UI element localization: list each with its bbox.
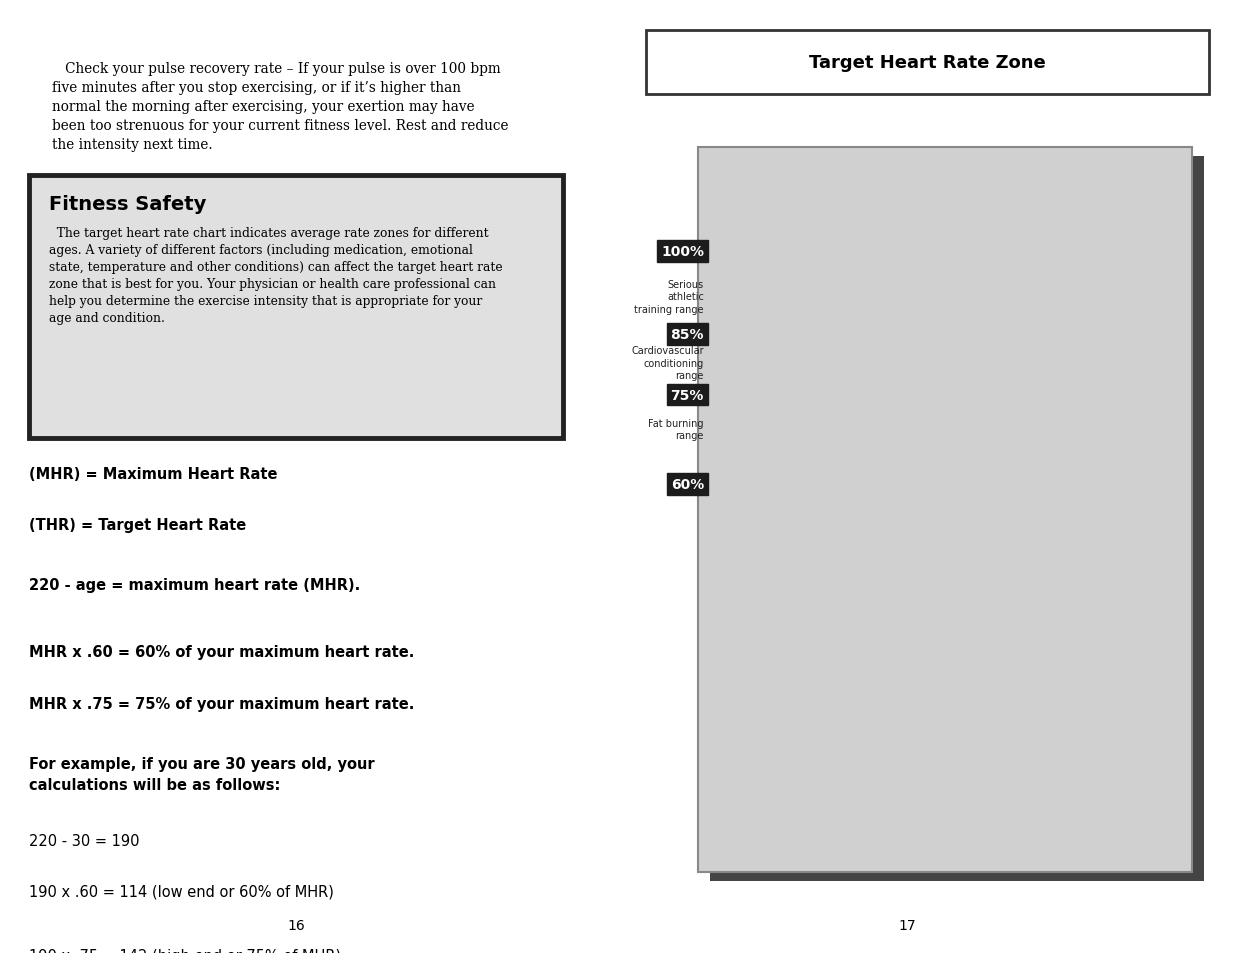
Text: 220 - 30 = 190: 220 - 30 = 190: [30, 833, 140, 848]
Text: 220 - age = maximum heart rate (MHR).: 220 - age = maximum heart rate (MHR).: [30, 578, 361, 593]
Text: Fat burning
range: Fat burning range: [648, 418, 704, 441]
Text: 93: 93: [1146, 517, 1161, 526]
Bar: [1092, 327, 1123, 810]
Text: MHR x .75 = 75% of your maximum heart rate.: MHR x .75 = 75% of your maximum heart ra…: [30, 697, 415, 712]
Text: 170: 170: [725, 284, 747, 294]
Text: Check your pulse recovery rate – If your pulse is over 100 bpm
five minutes afte: Check your pulse recovery rate – If your…: [52, 62, 509, 152]
Text: 162: 162: [818, 308, 840, 318]
Text: 136: 136: [1097, 387, 1118, 396]
Bar: [860, 252, 890, 810]
Text: 170: 170: [1004, 284, 1025, 294]
Text: 200: 200: [725, 193, 746, 203]
Text: 120: 120: [1097, 435, 1118, 445]
Text: 185: 185: [864, 239, 885, 249]
Bar: [952, 282, 984, 810]
Text: 195: 195: [772, 209, 793, 218]
Text: (MHR) = Maximum Heart Rate: (MHR) = Maximum Heart Rate: [30, 467, 278, 482]
Text: 102: 102: [1004, 489, 1025, 499]
Text: Cardiovascular
conditioning
range: Cardiovascular conditioning range: [631, 346, 704, 381]
Text: 128: 128: [1004, 411, 1025, 421]
Text: MHR x .60 = 60% of your maximum heart rate.: MHR x .60 = 60% of your maximum heart ra…: [30, 644, 415, 659]
Bar: [905, 267, 937, 810]
Text: 149: 149: [957, 348, 979, 357]
Text: 60%: 60%: [671, 477, 704, 491]
Text: 146: 146: [771, 356, 793, 366]
Text: 150: 150: [725, 344, 746, 355]
Text: 116: 116: [1144, 447, 1165, 456]
Bar: [1139, 342, 1170, 810]
Bar: [813, 236, 845, 810]
Text: 85%: 85%: [671, 328, 704, 342]
Text: 75%: 75%: [671, 388, 704, 402]
Text: 108: 108: [910, 471, 932, 481]
Text: 99: 99: [1053, 498, 1068, 508]
Bar: [720, 207, 751, 810]
Text: (THR) = Target Heart Rate: (THR) = Target Heart Rate: [30, 517, 247, 533]
Text: 17: 17: [899, 918, 916, 932]
Text: 120: 120: [725, 435, 746, 445]
Text: 16: 16: [288, 918, 305, 932]
Text: 153: 153: [910, 335, 932, 345]
Text: 190 x .60 = 114 (low end or 60% of MHR): 190 x .60 = 114 (low end or 60% of MHR): [30, 883, 335, 899]
Text: 124: 124: [1050, 423, 1072, 433]
Text: 165: 165: [1050, 299, 1072, 309]
Text: 180: 180: [910, 253, 932, 264]
Bar: [767, 221, 798, 810]
Text: Target Heart Rate Zone: Target Heart Rate Zone: [809, 54, 1046, 71]
Text: 139: 139: [864, 377, 885, 388]
FancyBboxPatch shape: [646, 30, 1209, 95]
Text: 111: 111: [864, 462, 885, 472]
Text: 100%: 100%: [661, 245, 704, 259]
Text: 131: 131: [957, 402, 979, 412]
Text: 117: 117: [771, 444, 793, 454]
Bar: [1045, 313, 1077, 810]
Text: 135: 135: [910, 390, 932, 399]
Text: 132: 132: [1144, 398, 1165, 409]
Text: 105: 105: [957, 480, 979, 490]
Text: Fitness Safety: Fitness Safety: [49, 194, 206, 213]
Text: The target heart rate chart indicates average rate zones for different
ages. A v: The target heart rate chart indicates av…: [49, 227, 503, 325]
Bar: [999, 297, 1030, 810]
Text: 96: 96: [1100, 507, 1115, 517]
Text: 190 x .75 = 142 (high end or 75% of MHR)
For a 30 year-old the (THR) Target Hear: 190 x .75 = 142 (high end or 75% of MHR)…: [30, 948, 362, 953]
Text: 166: 166: [772, 296, 793, 306]
Text: 160: 160: [1097, 314, 1118, 324]
Text: Serious
athletic
training range: Serious athletic training range: [635, 279, 704, 314]
Text: For example, if you are 30 years old, your
calculations will be as follows:: For example, if you are 30 years old, yo…: [30, 757, 375, 792]
Text: 190: 190: [818, 224, 840, 233]
FancyBboxPatch shape: [30, 176, 563, 438]
X-axis label: AGE: AGE: [923, 839, 967, 858]
Text: 114: 114: [818, 453, 840, 463]
Text: 145: 145: [1004, 359, 1025, 370]
Text: 155: 155: [1144, 330, 1165, 339]
Text: 143: 143: [818, 366, 840, 375]
Text: 140: 140: [1050, 375, 1072, 384]
Text: 175: 175: [957, 269, 979, 279]
Text: 157: 157: [864, 323, 885, 334]
